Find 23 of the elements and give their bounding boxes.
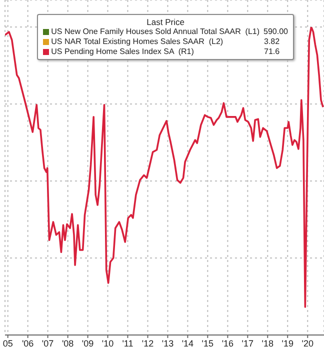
annotation: 590.00 <box>264 27 288 37</box>
x-tick-label: '06 <box>22 338 34 348</box>
annotation: 71.6 <box>264 47 281 57</box>
legend-label: US Pending Home Sales Index SA (R1) <box>51 47 195 57</box>
legend-label: US New One Family Houses Sold Annual Total SAAR (L1) <box>51 27 260 37</box>
x-tick-label: '08 <box>62 338 74 348</box>
x-tick-label: '16 <box>222 338 234 348</box>
legend-title: Last Price <box>146 17 186 27</box>
x-tick-label: '11 <box>122 338 134 348</box>
x-tick-label: '14 <box>182 338 194 348</box>
x-tick-label: '13 <box>162 338 174 348</box>
x-tick-label: '12 <box>142 338 154 348</box>
x-tick-label: '17 <box>242 338 254 348</box>
x-tick-label: '18 <box>262 338 274 348</box>
x-tick-label: '19 <box>282 338 294 348</box>
x-tick-label: '09 <box>82 338 94 348</box>
x-tick-label: '15 <box>202 338 214 348</box>
x-tick-label: '07 <box>42 338 54 348</box>
x-tick-label: '20 <box>302 338 314 348</box>
annotation: 3.82 <box>264 37 281 47</box>
legend-label: US NAR Total Existing Homes Sales SAAR (L2) <box>51 37 224 47</box>
x-tick-label: '10 <box>102 338 114 348</box>
x-tick-label: 05 <box>2 338 13 348</box>
